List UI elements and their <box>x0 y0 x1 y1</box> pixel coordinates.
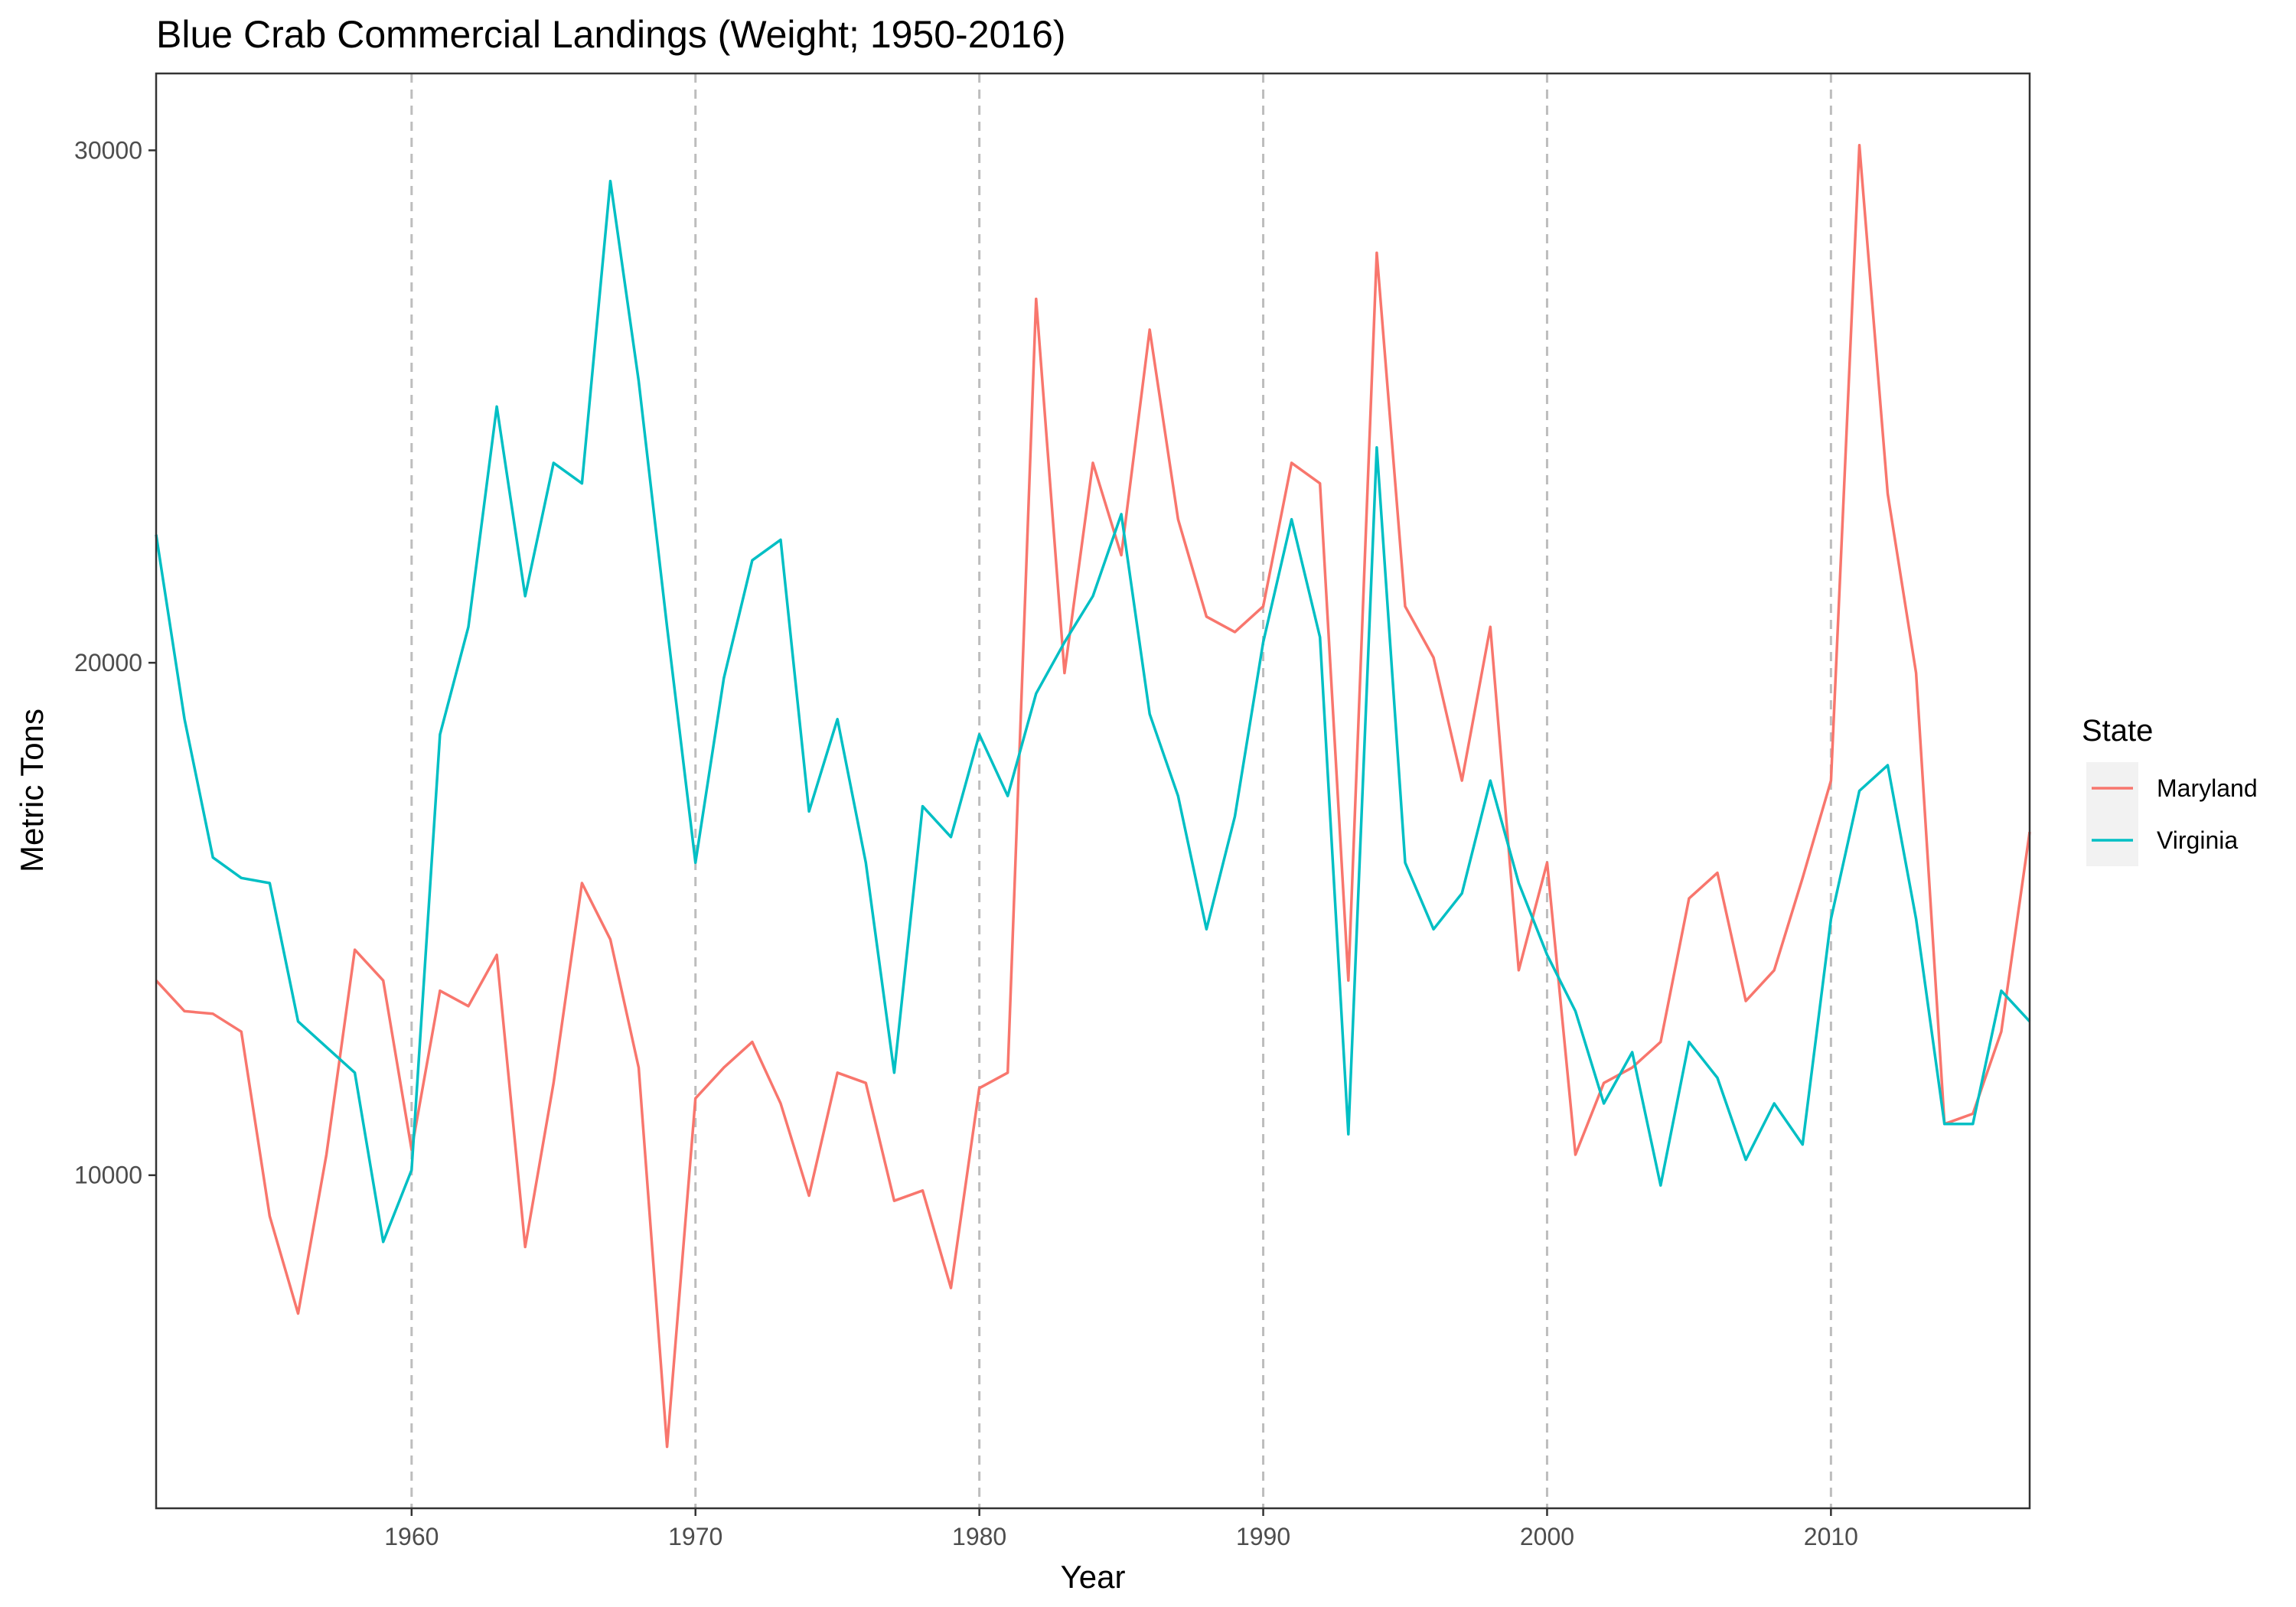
y-tick-label: 10000 <box>74 1162 142 1189</box>
series-line-virginia <box>155 179 2031 1244</box>
plot-panel <box>155 72 2031 1510</box>
x-tick-label: 2010 <box>1804 1523 1858 1550</box>
x-tick-label: 2000 <box>1520 1523 1574 1550</box>
x-tick-label: 1990 <box>1236 1523 1290 1550</box>
x-axis: 1960 1970 1980 1990 2000 2010 <box>384 1508 1858 1550</box>
x-tick-label: 1970 <box>668 1523 722 1550</box>
legend-items: Maryland Virginia <box>2086 762 2258 866</box>
y-tick-label: 20000 <box>74 649 142 676</box>
x-axis-title: Year <box>1061 1559 1126 1595</box>
y-axis: 10000 20000 30000 <box>74 136 156 1189</box>
y-axis-title: Metric Tons <box>14 709 50 872</box>
legend-label-maryland: Maryland <box>2157 774 2258 802</box>
plot-panel-border <box>155 72 2031 1510</box>
legend-title: State <box>2082 714 2153 748</box>
vertical-reference-lines <box>410 73 1832 1508</box>
series-lines <box>155 144 2031 1449</box>
y-tick-label: 30000 <box>74 136 142 164</box>
legend-label-virginia: Virginia <box>2157 826 2238 854</box>
x-tick-label: 1960 <box>384 1523 439 1550</box>
legend: State Maryland Virginia <box>2082 714 2258 866</box>
chart-title: Blue Crab Commercial Landings (Weight; 1… <box>156 13 1066 56</box>
series-line-maryland <box>155 144 2031 1449</box>
x-tick-label: 1980 <box>952 1523 1006 1550</box>
